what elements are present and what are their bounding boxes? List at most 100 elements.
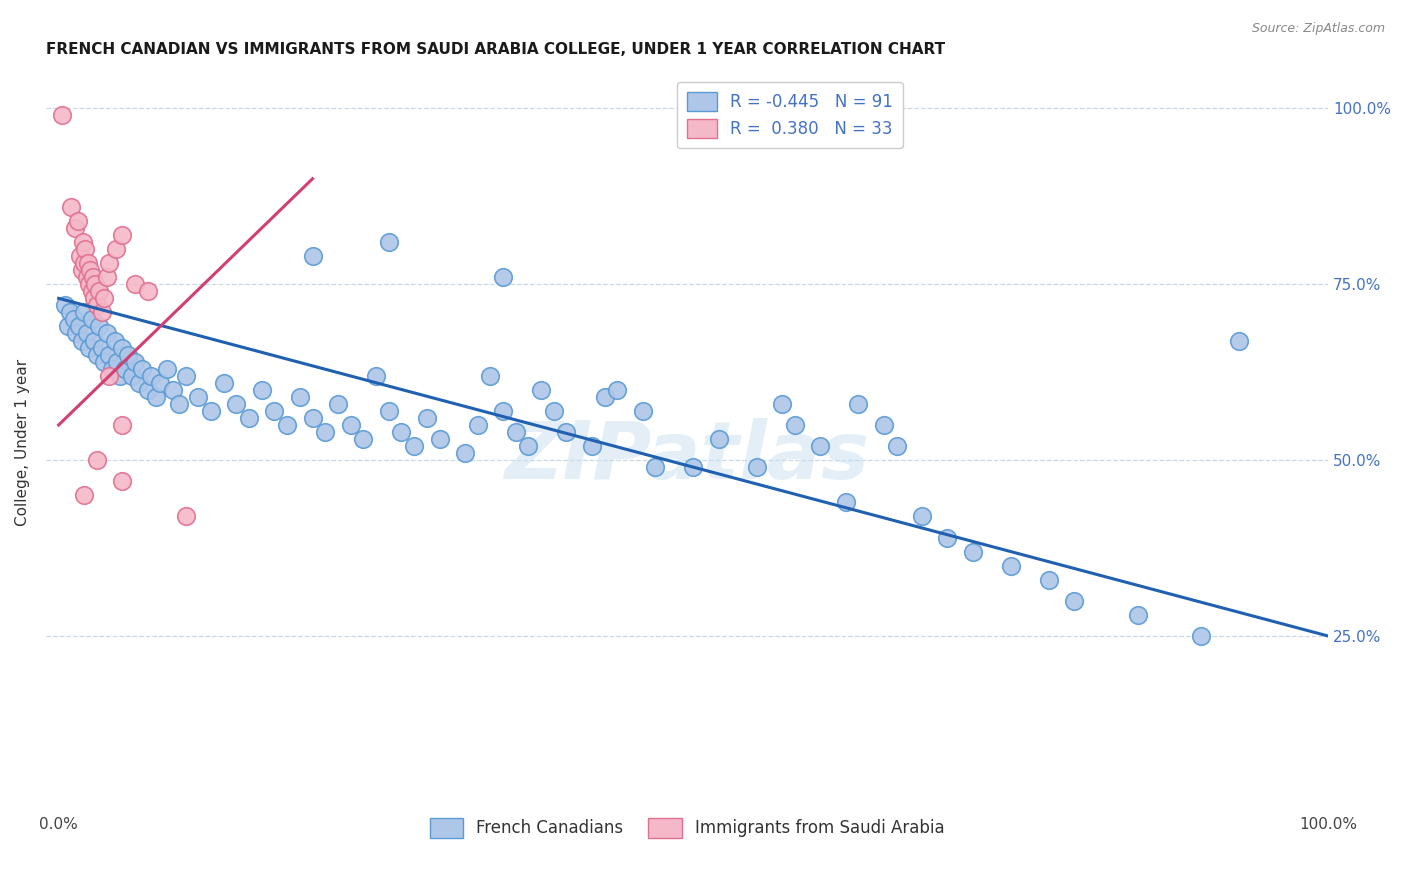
Point — [75, 242, 97, 256]
Point — [56, 319, 79, 334]
Point — [60, 200, 83, 214]
Point — [70, 263, 93, 277]
Point — [429, 432, 451, 446]
Point — [212, 376, 235, 390]
Point — [416, 411, 439, 425]
Point — [111, 341, 134, 355]
Point — [98, 348, 121, 362]
Point — [69, 249, 91, 263]
Point — [873, 417, 896, 432]
Point — [72, 235, 94, 249]
Point — [155, 361, 177, 376]
Point — [67, 319, 90, 334]
Point — [105, 354, 128, 368]
Point — [467, 417, 489, 432]
Point — [174, 368, 197, 383]
Point — [77, 341, 100, 355]
Point — [174, 509, 197, 524]
Point — [83, 291, 105, 305]
Point — [111, 227, 134, 242]
Point — [124, 354, 146, 368]
Point — [492, 404, 515, 418]
Point — [93, 354, 115, 368]
Point — [288, 390, 311, 404]
Point — [114, 361, 136, 376]
Point — [66, 214, 89, 228]
Point — [808, 439, 831, 453]
Point — [606, 383, 628, 397]
Point — [276, 417, 298, 432]
Point — [835, 495, 858, 509]
Y-axis label: College, Under 1 year: College, Under 1 year — [15, 359, 30, 526]
Point — [745, 460, 768, 475]
Point — [707, 432, 730, 446]
Point — [73, 488, 96, 502]
Point — [128, 376, 150, 390]
Point — [911, 509, 934, 524]
Point — [886, 439, 908, 453]
Legend: French Canadians, Immigrants from Saudi Arabia: French Canadians, Immigrants from Saudi … — [423, 812, 952, 844]
Point — [63, 221, 86, 235]
Text: FRENCH CANADIAN VS IMMIGRANTS FROM SAUDI ARABIA COLLEGE, UNDER 1 YEAR CORRELATIO: FRENCH CANADIAN VS IMMIGRANTS FROM SAUDI… — [46, 42, 945, 57]
Point — [82, 270, 104, 285]
Point — [543, 404, 565, 418]
Point — [86, 453, 108, 467]
Point — [53, 298, 76, 312]
Point — [200, 404, 222, 418]
Point — [1126, 607, 1149, 622]
Text: ZIPatlas: ZIPatlas — [505, 418, 869, 496]
Point — [364, 368, 387, 383]
Point — [492, 270, 515, 285]
Point — [581, 439, 603, 453]
Point — [1038, 573, 1060, 587]
Point — [96, 270, 118, 285]
Point — [505, 425, 527, 439]
Point — [70, 334, 93, 348]
Point — [377, 404, 399, 418]
Point — [517, 439, 540, 453]
Point — [51, 108, 73, 122]
Point — [111, 474, 134, 488]
Point — [86, 298, 108, 312]
Point — [1227, 334, 1250, 348]
Point — [136, 285, 159, 299]
Point — [101, 361, 124, 376]
Point — [93, 291, 115, 305]
Point — [301, 411, 323, 425]
Point — [136, 383, 159, 397]
Point — [90, 341, 112, 355]
Point — [250, 383, 273, 397]
Point — [631, 404, 654, 418]
Point — [131, 361, 153, 376]
Point — [124, 277, 146, 292]
Point — [936, 531, 959, 545]
Point — [84, 277, 107, 292]
Point — [238, 411, 260, 425]
Point — [104, 242, 127, 256]
Point — [263, 404, 285, 418]
Point — [73, 305, 96, 319]
Point — [314, 425, 336, 439]
Point — [63, 312, 86, 326]
Point — [225, 397, 247, 411]
Point — [73, 256, 96, 270]
Point — [96, 326, 118, 341]
Point — [962, 544, 984, 558]
Point — [89, 285, 111, 299]
Point — [169, 397, 191, 411]
Point — [770, 397, 793, 411]
Point — [848, 397, 870, 411]
Point — [98, 368, 121, 383]
Point — [644, 460, 666, 475]
Point — [404, 439, 426, 453]
Point — [149, 376, 172, 390]
Point — [83, 334, 105, 348]
Point — [145, 390, 167, 404]
Point — [86, 348, 108, 362]
Point — [141, 368, 163, 383]
Point — [326, 397, 349, 411]
Point — [121, 368, 143, 383]
Point — [111, 417, 134, 432]
Point — [76, 256, 98, 270]
Point — [555, 425, 578, 439]
